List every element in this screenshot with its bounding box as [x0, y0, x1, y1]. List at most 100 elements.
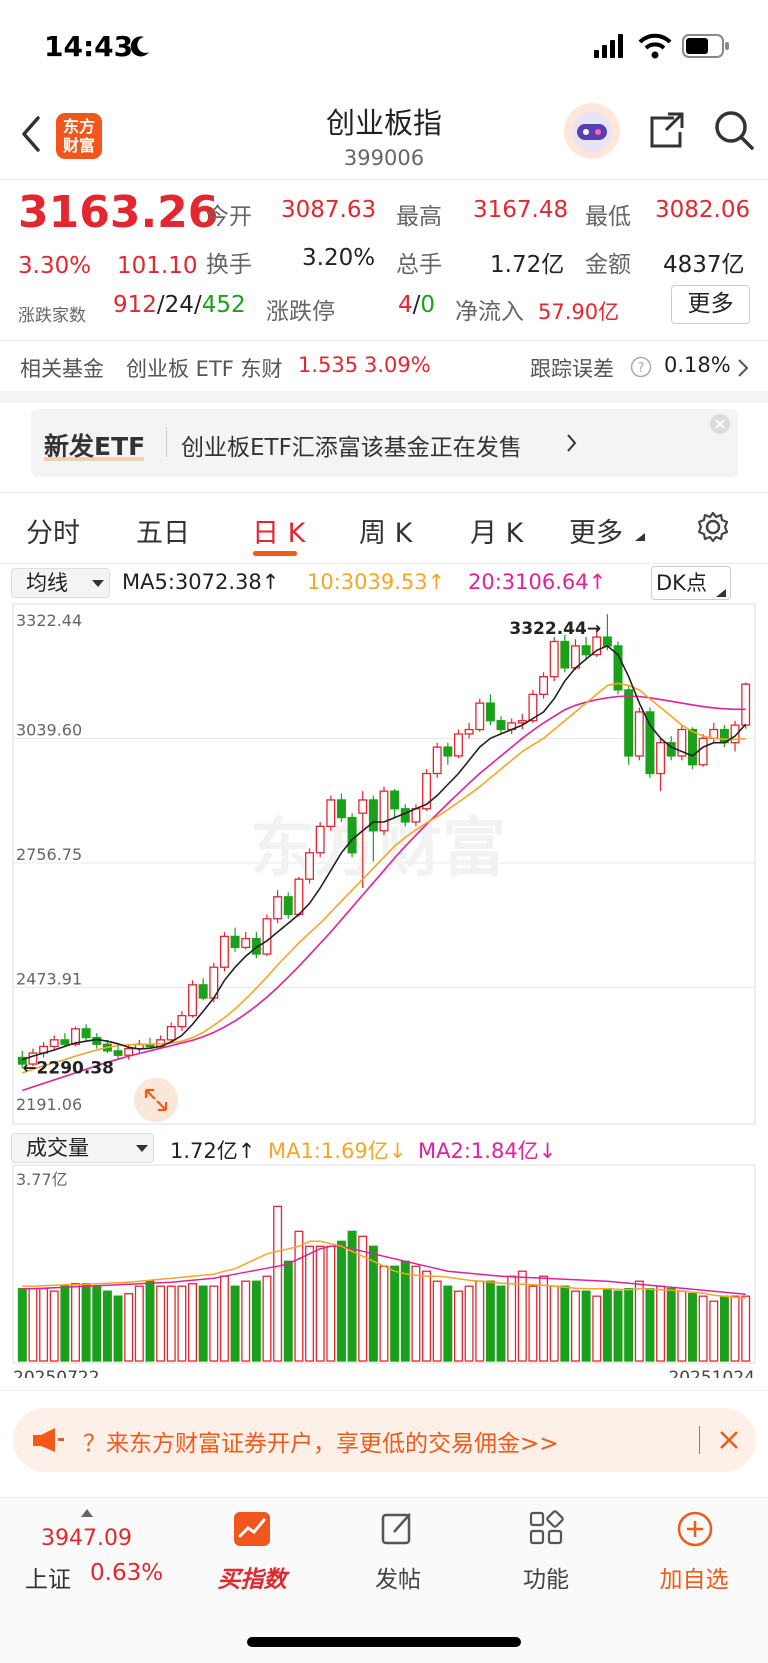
- kline-chart[interactable]: 3322.44 3039.60 2756.75 2473.91 2191.06 东方财富 3…: [0, 600, 768, 1130]
- volume-frame: [12, 1164, 756, 1364]
- index-name[interactable]: 上证: [25, 1567, 71, 1593]
- volume-bar: [17, 1288, 27, 1362]
- tracking-label: 跟踪误差: [530, 357, 614, 381]
- volume-bar: [134, 1285, 144, 1362]
- vol-ma2-label: MA2:1.84亿↓: [418, 1139, 557, 1163]
- post-label[interactable]: 发帖: [375, 1567, 421, 1593]
- candle-body: [698, 737, 708, 766]
- candle-body: [262, 918, 272, 955]
- volume-bar: [305, 1245, 315, 1362]
- tab-intraday[interactable]: 分时: [26, 518, 80, 549]
- ma-select-label: 均线: [26, 571, 68, 595]
- settings-gear-icon[interactable]: [696, 510, 730, 544]
- candle-body: [326, 799, 336, 828]
- tab-weekly-k[interactable]: 周 K: [359, 518, 413, 549]
- candle-body: [432, 746, 442, 775]
- tab-more[interactable]: 更多: [569, 518, 623, 549]
- volume-bar: [666, 1288, 676, 1362]
- volume-select[interactable]: 成交量: [11, 1133, 154, 1163]
- share-icon[interactable]: [646, 108, 688, 150]
- y-tick-label: 3322.44: [16, 611, 82, 630]
- x-end-label: 20251024: [668, 1368, 755, 1378]
- candle-body: [422, 772, 432, 810]
- add-watchlist-label[interactable]: 加自选: [659, 1567, 729, 1593]
- candle-body: [28, 1052, 38, 1065]
- ai-assistant-icon[interactable]: [563, 102, 621, 160]
- high-value: 3167.48: [473, 197, 569, 223]
- close-icon[interactable]: [709, 413, 731, 435]
- svg-text:?: ?: [638, 361, 645, 376]
- volume-bar: [400, 1260, 410, 1362]
- tab-monthly-k[interactable]: 月 K: [470, 518, 524, 549]
- candle-body: [166, 1025, 176, 1041]
- buy-index-icon[interactable]: [232, 1510, 272, 1550]
- close-icon[interactable]: [718, 1429, 740, 1451]
- candle-body: [549, 640, 559, 678]
- volume-bar: [219, 1275, 229, 1362]
- function-label[interactable]: 功能: [523, 1567, 569, 1593]
- volume-bar: [379, 1265, 389, 1362]
- tab-more-arrow-icon: [635, 533, 645, 541]
- back-icon[interactable]: [18, 114, 44, 154]
- candle-body: [570, 645, 580, 669]
- dk-label: DK点: [656, 571, 707, 595]
- related-fund-row[interactable]: 相关基金 创业板 ETF 东财 1.535 3.09% 跟踪误差 ? 0.18%: [0, 341, 768, 391]
- candle-body: [475, 702, 485, 731]
- ma20-label: 20:3106.64↑: [468, 570, 607, 594]
- etf-tag: 新发ETF: [44, 432, 146, 461]
- chart-frame: [12, 603, 756, 1125]
- volume-bar: [81, 1283, 91, 1362]
- open-value: 3087.63: [281, 197, 377, 223]
- stock-code: 399006: [343, 146, 425, 170]
- tab-daily-k[interactable]: 日 K: [252, 518, 306, 549]
- turnover-value: 3.20%: [302, 245, 376, 271]
- vol-label: 1.72亿↑: [170, 1139, 256, 1163]
- volume-chart[interactable]: 3.77亿 20250722 20251024: [0, 1163, 768, 1378]
- volume-bar: [741, 1295, 751, 1362]
- post-icon[interactable]: [380, 1510, 416, 1546]
- candle-body: [60, 1039, 70, 1045]
- volume-bar: [39, 1288, 49, 1362]
- volume-bar: [358, 1235, 368, 1362]
- volume-bar: [145, 1280, 155, 1362]
- candle-body: [379, 790, 389, 832]
- candle-body: [688, 728, 697, 766]
- volume-bar: [719, 1295, 729, 1362]
- vol-ma1-label: MA1:1.69亿↓: [268, 1139, 407, 1163]
- help-icon[interactable]: ?: [630, 356, 652, 378]
- ma-select[interactable]: 均线: [11, 568, 110, 598]
- chevron-right-icon: [738, 359, 749, 377]
- index-value[interactable]: 3947.09: [41, 1526, 132, 1551]
- buy-index-label[interactable]: 买指数: [217, 1567, 287, 1593]
- dk-button[interactable]: DK点: [651, 566, 731, 600]
- etf-banner[interactable]: 新发ETF 创业板ETF汇添富该基金正在发售: [31, 409, 738, 477]
- candle-body: [581, 645, 591, 656]
- header: 东方 财富 创业板指 399006: [0, 96, 768, 180]
- candle-body: [251, 937, 261, 955]
- low-label: 最低: [585, 204, 631, 230]
- search-icon[interactable]: [712, 108, 756, 152]
- volume-bar: [624, 1288, 634, 1362]
- breadth-label: 涨跌家数: [18, 306, 86, 326]
- volume-bar: [656, 1285, 666, 1362]
- volume-bar: [315, 1245, 325, 1362]
- promo-banner[interactable]: ？来东方财富证券开户，享更低的交易佣金>>: [13, 1408, 756, 1472]
- function-grid-icon[interactable]: [528, 1510, 564, 1546]
- status-time: 14:43: [44, 30, 134, 63]
- wifi-icon: [638, 33, 672, 59]
- y-tick-label: 2473.91: [16, 969, 82, 988]
- home-indicator: [247, 1637, 521, 1647]
- up-count: 912: [113, 292, 157, 318]
- ma5-line: [22, 644, 747, 1061]
- logo-text-top: 东方: [62, 117, 95, 136]
- volume-bar: [432, 1280, 442, 1362]
- add-watchlist-icon[interactable]: [676, 1510, 714, 1548]
- high-label: 最高: [396, 204, 442, 230]
- promo-divider: [699, 1426, 700, 1454]
- expand-icon[interactable]: [134, 1078, 178, 1122]
- index-pct[interactable]: 0.63%: [90, 1560, 164, 1586]
- y-tick-label: 2191.06: [16, 1095, 82, 1114]
- tab-five-day[interactable]: 五日: [136, 518, 190, 549]
- more-button[interactable]: 更多: [671, 285, 750, 324]
- turnover-label: 换手: [206, 252, 252, 278]
